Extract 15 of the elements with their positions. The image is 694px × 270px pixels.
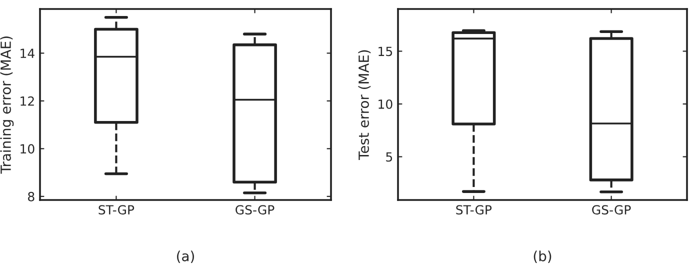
x-tick-label: ST-GP <box>456 205 492 215</box>
y-tick-label: 10 <box>20 144 34 154</box>
text: (a) <box>177 250 194 263</box>
y-axis-title: Training error (MAE) <box>0 36 14 174</box>
y-tick-label: 5 <box>386 152 392 162</box>
y-tick-label: 8 <box>28 192 34 202</box>
text: (b) <box>534 250 552 263</box>
y-tick-label: 12 <box>20 96 34 106</box>
x-tick-label: GS-GP <box>592 205 631 215</box>
x-tick-label: GS-GP <box>236 205 274 215</box>
y-tick-label: 15 <box>378 46 392 56</box>
y-tick-label: 14 <box>20 48 34 58</box>
y-axis-title: Test error (MAE) <box>358 50 371 160</box>
x-tick-label: ST-GP <box>98 205 134 215</box>
y-tick-label: 10 <box>378 99 392 109</box>
